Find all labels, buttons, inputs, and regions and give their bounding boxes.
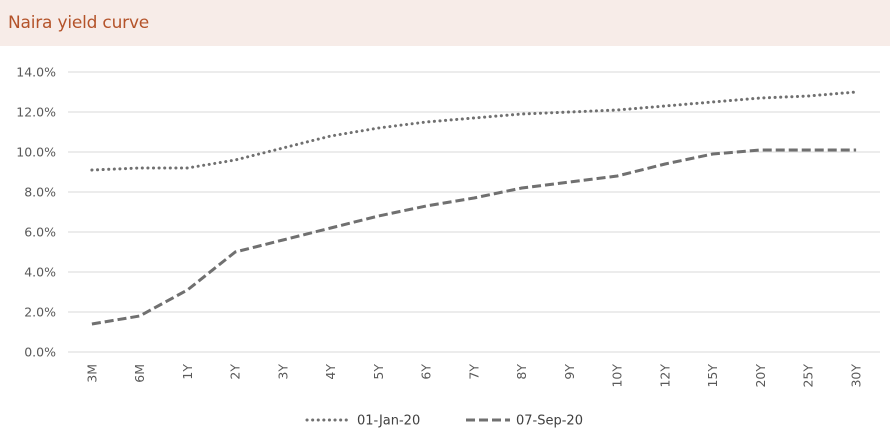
chart-title: Naira yield curve bbox=[8, 13, 150, 33]
x-tick-label: 4Y bbox=[323, 364, 338, 380]
x-tick-label: 3Y bbox=[275, 364, 290, 380]
x-tick-label: 30Y bbox=[848, 364, 863, 388]
legend-label: 07-Sep-20 bbox=[516, 414, 583, 429]
y-tick-label: 8.0% bbox=[24, 185, 56, 200]
x-tick-label: 6Y bbox=[419, 364, 434, 380]
x-tick-label: 8Y bbox=[514, 364, 529, 380]
y-tick-label: 6.0% bbox=[24, 225, 56, 240]
series-line bbox=[91, 148, 857, 326]
y-tick-label: 2.0% bbox=[24, 305, 56, 320]
y-tick-label: 4.0% bbox=[24, 265, 56, 280]
x-tick-label: 20Y bbox=[753, 364, 768, 388]
chart-title-bar: Naira yield curve bbox=[0, 0, 890, 46]
y-tick-label: 0.0% bbox=[24, 345, 56, 360]
legend-label: 01-Jan-20 bbox=[357, 414, 420, 429]
x-tick-label: 6M bbox=[132, 364, 147, 383]
x-tick-label: 15Y bbox=[705, 364, 720, 388]
x-tick-label: 9Y bbox=[562, 364, 577, 380]
x-tick-label: 2Y bbox=[228, 364, 243, 380]
x-tick-label: 7Y bbox=[466, 364, 481, 380]
y-tick-label: 14.0% bbox=[16, 65, 56, 80]
x-tick-label: 25Y bbox=[801, 364, 816, 388]
x-tick-label: 12Y bbox=[657, 364, 672, 388]
series-line bbox=[90, 90, 858, 172]
y-tick-label: 12.0% bbox=[16, 105, 56, 120]
x-tick-label: 1Y bbox=[180, 364, 195, 380]
y-tick-label: 10.0% bbox=[16, 145, 56, 160]
x-tick-label: 3M bbox=[84, 364, 99, 383]
x-tick-label: 5Y bbox=[371, 364, 386, 380]
x-tick-label: 10Y bbox=[610, 364, 625, 388]
